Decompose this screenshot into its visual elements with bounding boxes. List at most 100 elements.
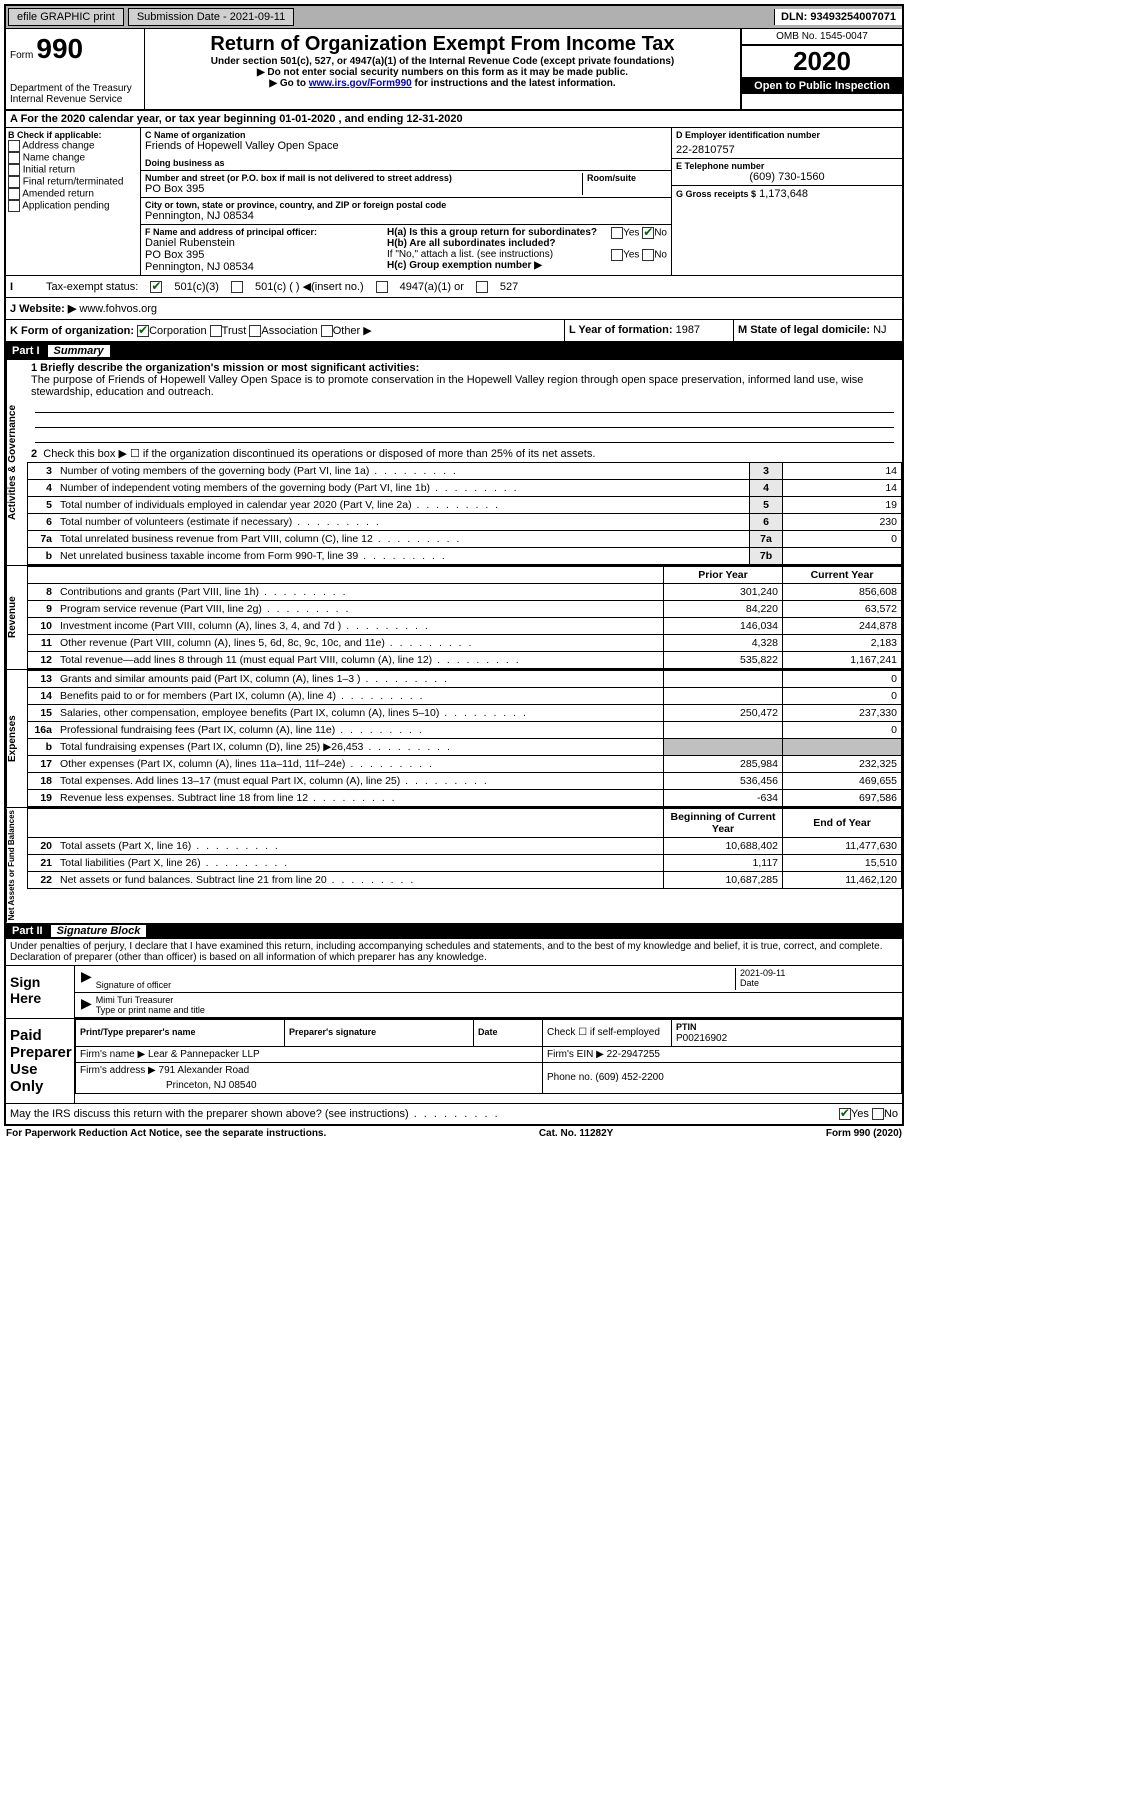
prep-phone-label: Phone no.: [547, 1072, 593, 1083]
chk-501c3[interactable]: [150, 281, 162, 293]
gross-receipts: 1,173,648: [759, 188, 808, 200]
form-header: Form 990 Department of the Treasury Inte…: [6, 29, 902, 111]
col-c-org-info: C Name of organization Friends of Hopewe…: [141, 128, 671, 275]
subtitle-3: ▶ Go to www.irs.gov/Form990 for instruct…: [149, 78, 736, 89]
header-mid: Return of Organization Exempt From Incom…: [145, 29, 740, 109]
revenue-table: Prior YearCurrent Year8Contributions and…: [27, 566, 902, 669]
chk-final[interactable]: [8, 176, 20, 188]
org-address: PO Box 395: [145, 183, 582, 195]
part-2-title: Signature Block: [51, 925, 147, 937]
arrow-icon: ▶: [77, 968, 96, 990]
type-label: Type or print name and title: [96, 1005, 205, 1015]
mission-text: The purpose of Friends of Hopewell Valle…: [31, 374, 863, 398]
hb-yes[interactable]: [611, 249, 623, 261]
preparer-table: Print/Type preparer's name Preparer's si…: [75, 1019, 902, 1094]
chk-501c[interactable]: [231, 281, 243, 293]
opt-initial: Initial return: [23, 165, 75, 176]
l2-text: Check this box ▶ ☐ if the organization d…: [43, 448, 595, 460]
self-employed-check: Check ☐ if self-employed: [547, 1027, 660, 1038]
opt-amended: Amended return: [22, 189, 94, 200]
opt-pending: Application pending: [22, 201, 109, 212]
officer-addr2: Pennington, NJ 08534: [145, 261, 387, 273]
irs-link[interactable]: www.irs.gov/Form990: [309, 78, 412, 89]
part-1-header: Part I Summary: [6, 343, 902, 359]
paid-preparer-block: Paid Preparer Use Only Print/Type prepar…: [6, 1018, 902, 1103]
opt-final: Final return/terminated: [23, 177, 124, 188]
dba-label: Doing business as: [145, 158, 667, 168]
c-name-label: C Name of organization: [145, 130, 667, 140]
chk-initial[interactable]: [8, 164, 20, 176]
k-corp: Corporation: [149, 325, 206, 337]
prep-phone: (609) 452-2200: [595, 1072, 663, 1083]
part-1-title: Summary: [48, 345, 110, 357]
form-word: Form: [10, 50, 33, 61]
ha-yes[interactable]: [611, 227, 623, 239]
officer-addr1: PO Box 395: [145, 249, 387, 261]
i-a: 501(c)(3): [174, 281, 219, 293]
discuss-yes[interactable]: [839, 1108, 851, 1120]
tax-year: 2020: [742, 45, 902, 78]
addr-label: Number and street (or P.O. box if mail i…: [145, 173, 582, 183]
chk-other[interactable]: [321, 325, 333, 337]
f-label: F Name and address of principal officer:: [145, 227, 387, 237]
prep-name-label: Print/Type preparer's name: [80, 1027, 196, 1037]
expenses-table: 13Grants and similar amounts paid (Part …: [27, 670, 902, 807]
e-label: E Telephone number: [676, 161, 898, 171]
no-label2: No: [654, 250, 667, 261]
page-footer: For Paperwork Reduction Act Notice, see …: [4, 1126, 904, 1141]
part-2-header: Part II Signature Block: [6, 923, 902, 939]
no-label: No: [654, 228, 667, 239]
m-label: M State of legal domicile:: [738, 324, 870, 336]
form-title: Return of Organization Exempt From Incom…: [149, 33, 736, 56]
k-trust: Trust: [222, 325, 247, 337]
i-d: 527: [500, 281, 518, 293]
vtab-revenue: Revenue: [6, 566, 27, 669]
year-formation: 1987: [676, 324, 700, 336]
footer-right: Form 990 (2020): [826, 1128, 902, 1139]
document: efile GRAPHIC print Submission Date - 20…: [4, 4, 904, 1126]
org-name: Friends of Hopewell Valley Open Space: [145, 140, 667, 152]
i-b: 501(c) ( ) ◀(insert no.): [255, 280, 364, 293]
sub3-post: for instructions and the latest informat…: [415, 78, 616, 89]
prep-sig-label: Preparer's signature: [289, 1027, 376, 1037]
irs-label: Internal Revenue Service: [10, 94, 140, 105]
d-label: D Employer identification number: [676, 130, 898, 140]
chk-527[interactable]: [476, 281, 488, 293]
hb-no[interactable]: [642, 249, 654, 261]
submission-date-button[interactable]: Submission Date - 2021-09-11: [128, 8, 294, 26]
chk-corp[interactable]: [137, 325, 149, 337]
col-b-checkboxes: B Check if applicable: Address change Na…: [6, 128, 141, 275]
l-label: L Year of formation:: [569, 324, 673, 336]
chk-name-change[interactable]: [8, 152, 20, 164]
ein: 22-2810757: [676, 144, 898, 156]
penalty-statement: Under penalties of perjury, I declare th…: [6, 939, 902, 965]
chk-trust[interactable]: [210, 325, 222, 337]
k-other: Other ▶: [333, 325, 372, 337]
row-klm: K Form of organization: Corporation Trus…: [6, 319, 902, 343]
sign-here-label: Sign Here: [6, 966, 75, 1018]
i-c: 4947(a)(1) or: [400, 281, 464, 293]
chk-amended[interactable]: [8, 188, 20, 200]
form-number: 990: [36, 33, 83, 64]
firm-ein: 22-2947255: [607, 1049, 660, 1060]
omb-number: OMB No. 1545-0047: [742, 29, 902, 45]
dept-treasury: Department of the Treasury: [10, 83, 140, 94]
discuss-no[interactable]: [872, 1108, 884, 1120]
org-city: Pennington, NJ 08534: [145, 210, 667, 222]
sig-date: 2021-09-11: [740, 968, 900, 978]
revenue-section: Revenue Prior YearCurrent Year8Contribut…: [6, 565, 902, 669]
firm-addr1: 791 Alexander Road: [159, 1065, 250, 1076]
col-d: D Employer identification number 22-2810…: [671, 128, 902, 275]
ptin-value: P00216902: [676, 1033, 727, 1044]
row-j: J Website: ▶ www.fohvos.org: [6, 297, 902, 319]
block-bcd: B Check if applicable: Address change Na…: [6, 128, 902, 275]
open-inspection: Open to Public Inspection: [742, 78, 902, 94]
chk-assoc[interactable]: [249, 325, 261, 337]
chk-address-change[interactable]: [8, 140, 20, 152]
activities-governance: Activities & Governance 1 Briefly descri…: [6, 359, 902, 565]
chk-pending[interactable]: [8, 200, 20, 212]
chk-4947[interactable]: [376, 281, 388, 293]
website: www.fohvos.org: [79, 303, 157, 315]
efile-print-button[interactable]: efile GRAPHIC print: [8, 8, 124, 26]
ha-no[interactable]: [642, 227, 654, 239]
